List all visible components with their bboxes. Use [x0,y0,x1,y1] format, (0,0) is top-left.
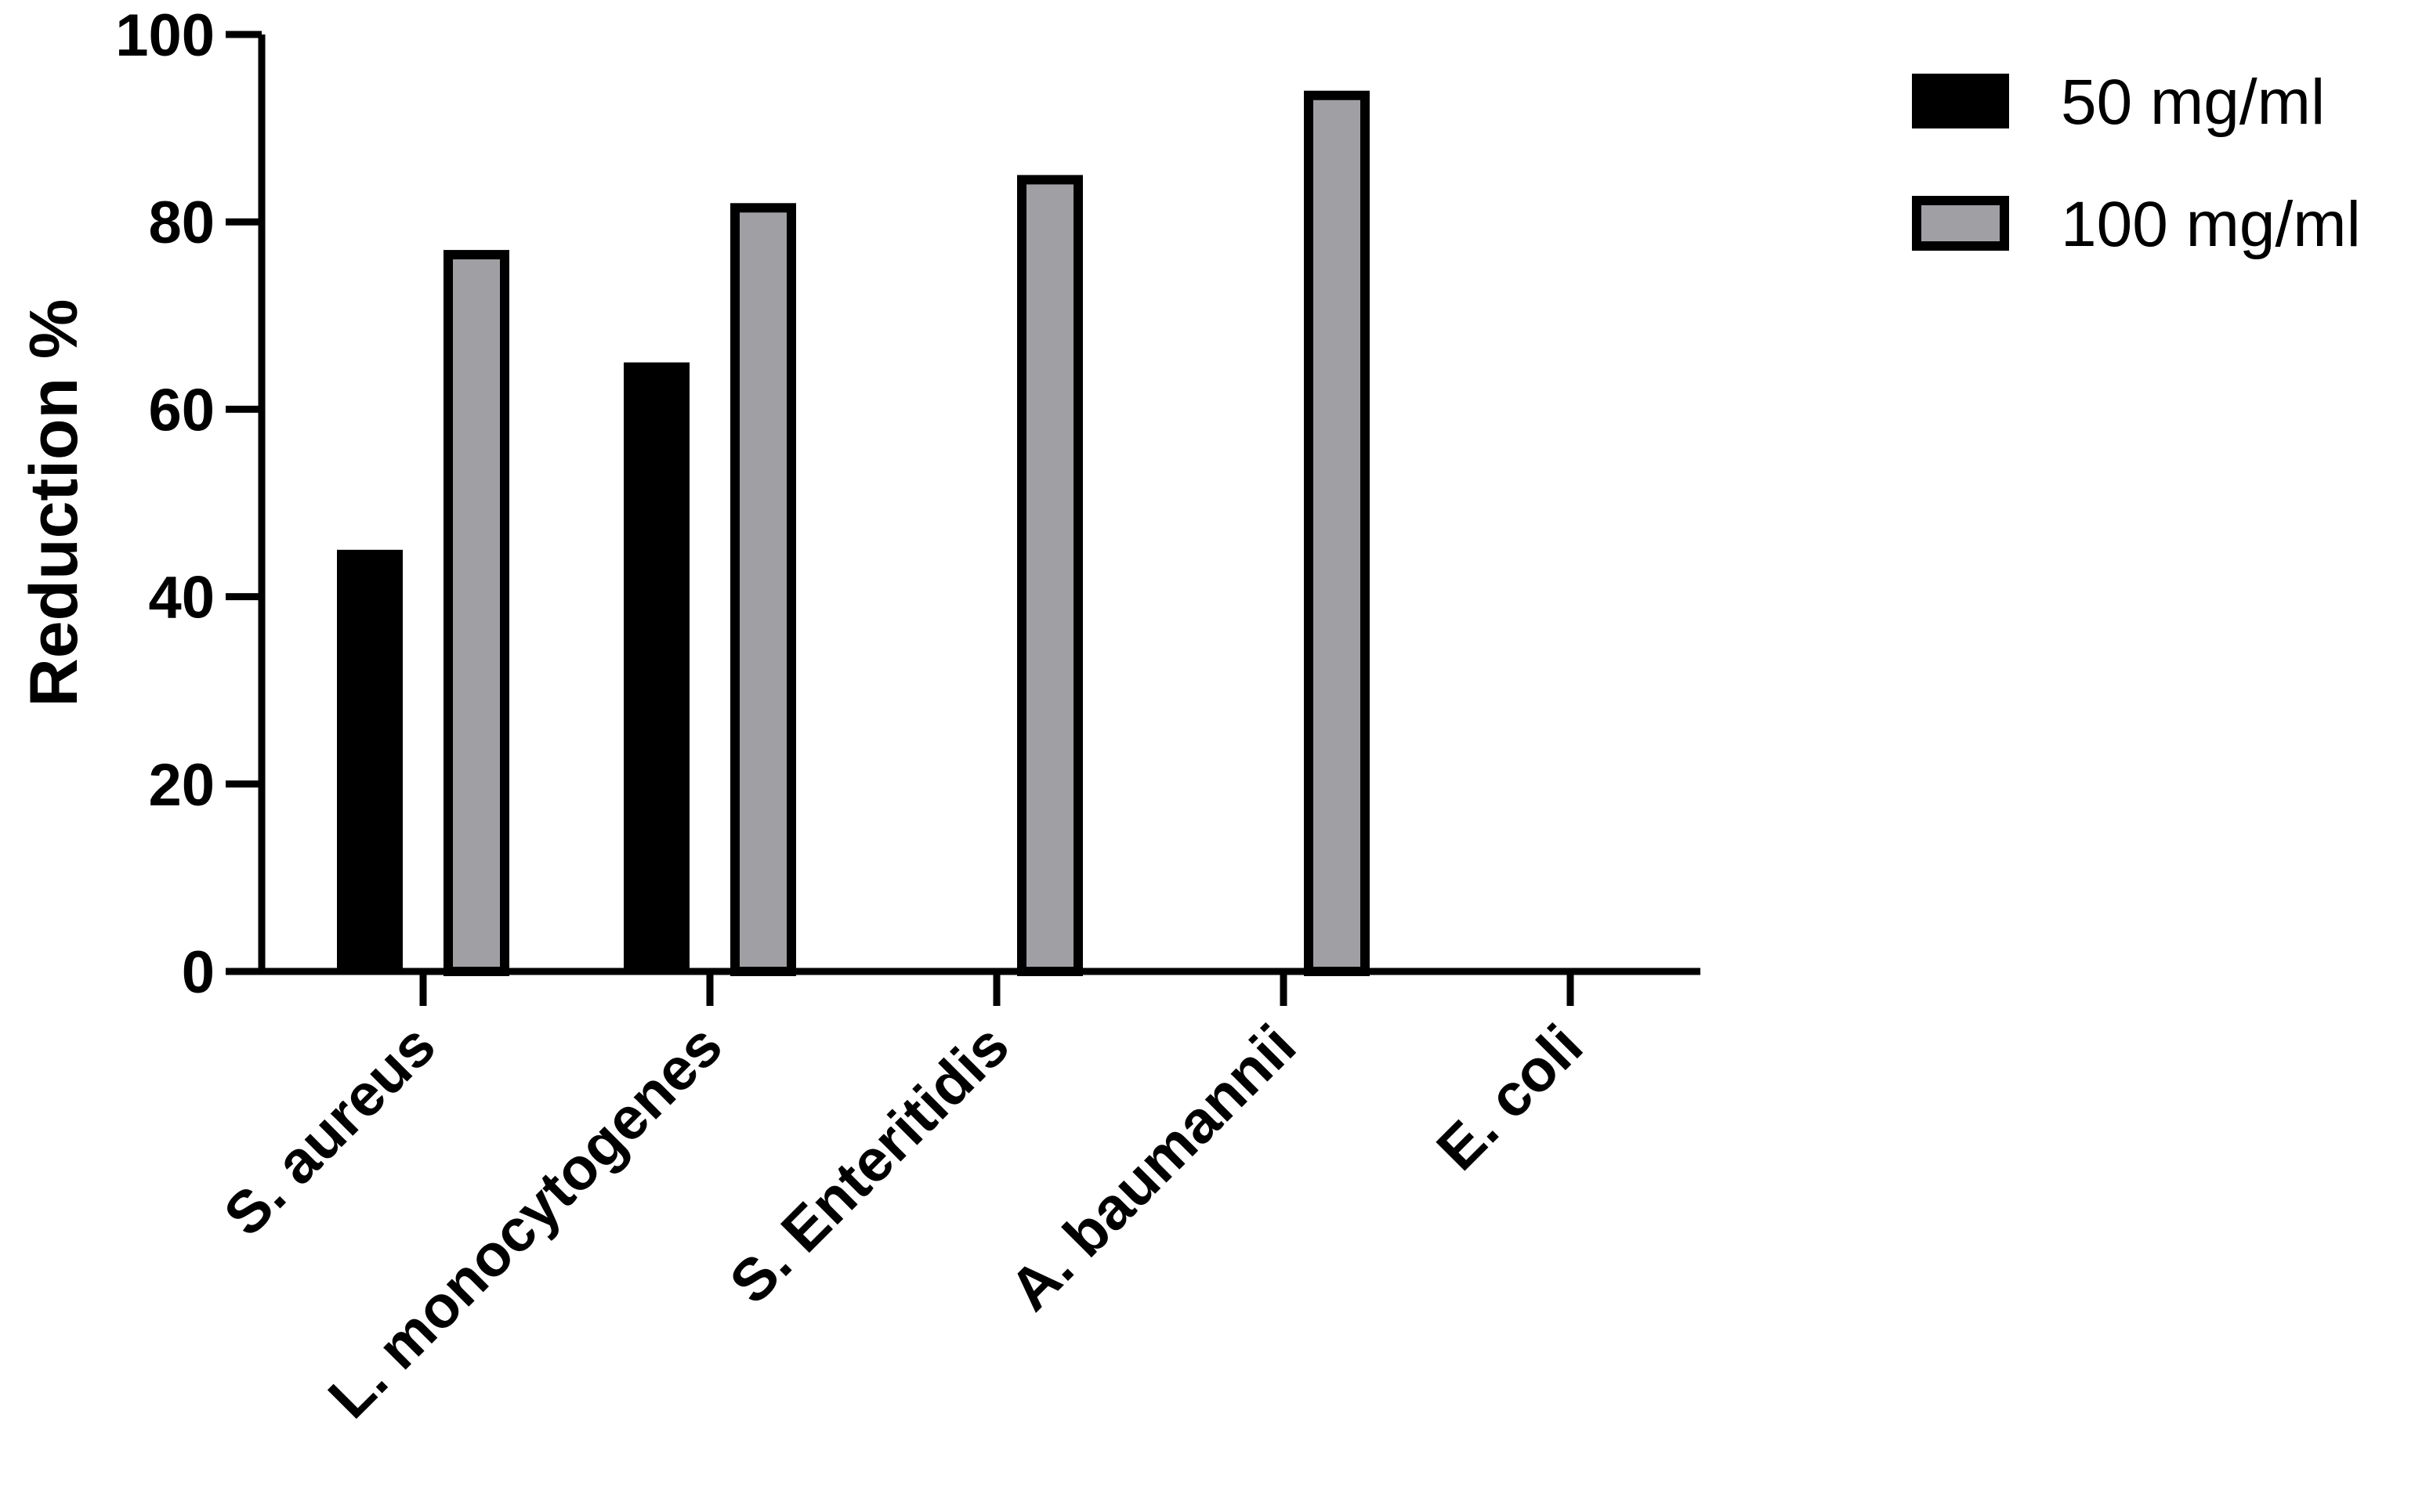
y-tick-label-1: 20 [148,752,215,819]
y-tick-label-2: 40 [148,565,215,631]
bar-2-0 [444,250,509,976]
bars-layer [337,90,1370,976]
x-category-label-4: E. coli [1425,1012,1595,1183]
y-axis-title: Reduction % [16,299,92,707]
y-tick-label-0: 0 [182,939,215,1006]
bar-2-3 [1304,90,1370,976]
bar-1-0 [337,549,403,971]
y-tick-label-3: 60 [148,377,215,443]
x-category-label-3: A. baumannii [997,1012,1309,1324]
legend-swatch-0 [1912,74,2009,128]
legend-swatch-1 [1912,196,2009,251]
y-tick-label-4: 80 [148,190,215,256]
axes-layer [258,34,1700,975]
bar-2-2 [1017,175,1083,976]
x-category-label-0: S. aureus [212,1012,448,1249]
y-ticks-layer: 0 20 40 60 80 100 [115,2,262,1006]
bar-1-1 [624,362,690,972]
legend-label-1: 100 mg/ml [2061,189,2361,260]
y-tick-label-5: 100 [115,2,215,69]
legend: 50 mg/ml 100 mg/ml [1912,67,2361,260]
legend-label-0: 50 mg/ml [2061,67,2325,138]
x-category-label-2: S. Enteritidis [717,1012,1022,1317]
bar-2-1 [730,203,796,976]
